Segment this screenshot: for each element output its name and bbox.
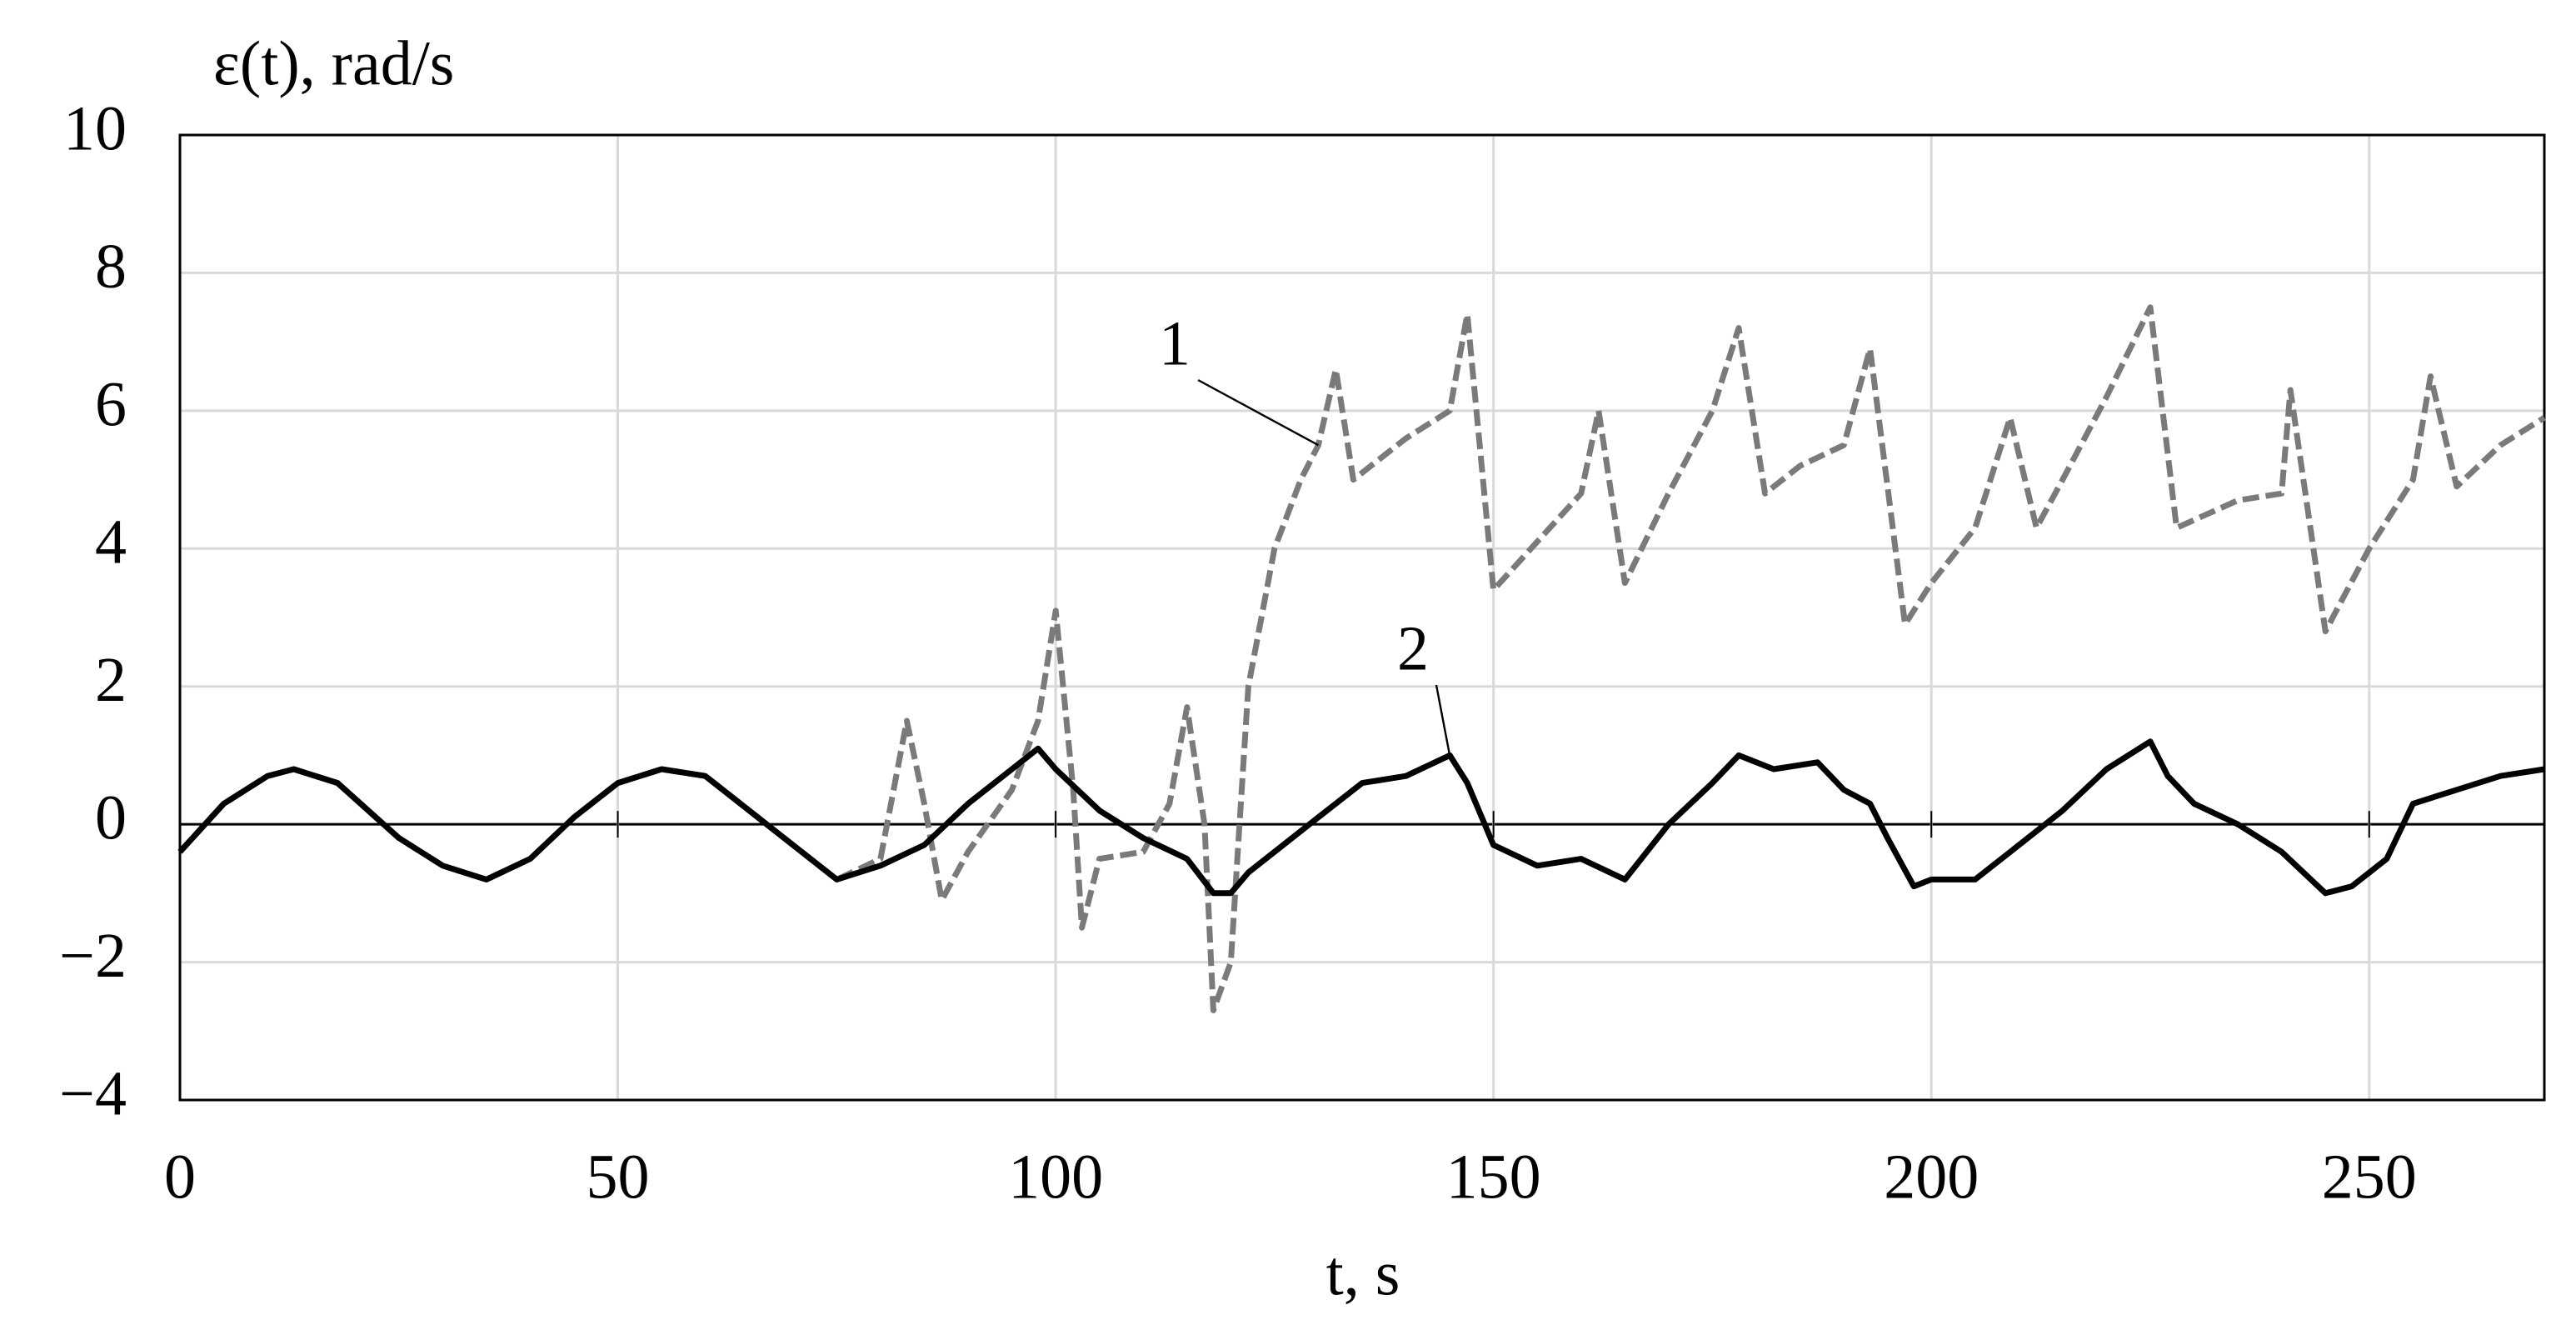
y-tick-label: 10	[63, 93, 127, 163]
x-tick-label: 150	[1446, 1142, 1541, 1212]
y-tick-label: 0	[95, 783, 127, 853]
leader-line	[1435, 684, 1451, 756]
series-line	[177, 304, 2546, 1013]
y-axis-label: ε(t), rad/s	[213, 28, 454, 98]
series-label: 1	[1159, 308, 1191, 378]
leader-line	[1197, 378, 1320, 447]
y-tick-label: 2	[95, 645, 127, 715]
y-tick-label: −2	[59, 921, 127, 991]
x-tick-label: 250	[2322, 1142, 2417, 1212]
x-tick-label: 100	[1008, 1142, 1103, 1212]
y-tick-label: 4	[95, 508, 127, 578]
x-tick-label: 50	[587, 1142, 650, 1212]
x-tick-label: 200	[1884, 1142, 1979, 1212]
x-tick-label: 0	[164, 1142, 196, 1212]
x-axis-label: t, s	[1326, 1238, 1400, 1308]
y-tick-label: 6	[95, 369, 127, 439]
y-tick-label: 8	[95, 232, 127, 302]
plot-frame	[178, 133, 2546, 1102]
series-line	[177, 738, 2545, 897]
series-label: 2	[1397, 613, 1429, 683]
y-tick-label: −4	[59, 1058, 127, 1128]
